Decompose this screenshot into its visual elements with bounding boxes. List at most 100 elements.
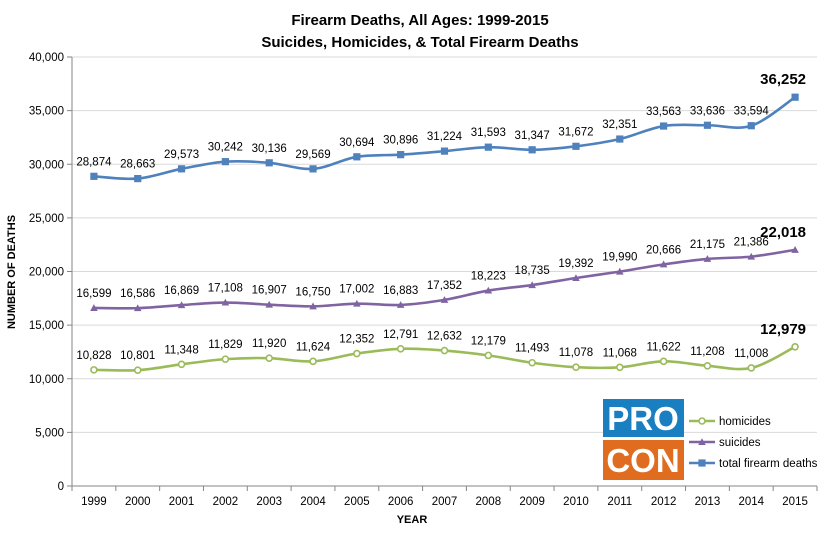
data-label-total-firearm-deaths: 32,351 bbox=[602, 119, 637, 131]
data-label-total-firearm-deaths: 31,224 bbox=[427, 131, 463, 143]
data-point-suicides bbox=[265, 300, 274, 308]
x-tick-label: 2007 bbox=[432, 496, 458, 508]
data-point-total-firearm-deaths bbox=[572, 142, 580, 150]
data-point-total-firearm-deaths bbox=[134, 174, 142, 183]
data-point-total-firearm-deaths bbox=[221, 158, 229, 166]
series-suicides bbox=[90, 246, 799, 312]
data-point-suicides bbox=[572, 274, 580, 282]
x-tick-label: 2012 bbox=[651, 496, 677, 508]
data-label-suicides: 21,386 bbox=[734, 237, 769, 249]
data-point-total-firearm-deaths bbox=[353, 153, 361, 161]
data-label-suicides: 16,599 bbox=[76, 288, 111, 300]
data-point-total-firearm-deaths bbox=[265, 159, 273, 167]
x-tick-label: 2015 bbox=[782, 496, 808, 508]
data-label-homicides: 12,179 bbox=[471, 335, 506, 347]
legend-marker-total-firearm-deaths bbox=[698, 459, 706, 467]
data-label-total-firearm-deaths: 31,672 bbox=[558, 126, 593, 138]
data-point-homicides bbox=[133, 366, 142, 374]
data-point-suicides bbox=[353, 299, 361, 307]
data-label-total-firearm-deaths: 28,874 bbox=[76, 156, 112, 168]
chart-title: Firearm Deaths, All Ages: 1999-2015 bbox=[291, 12, 548, 29]
data-point-homicides bbox=[265, 354, 274, 362]
data-point-homicides bbox=[90, 366, 98, 374]
data-label-homicides: 11,493 bbox=[515, 343, 549, 355]
data-label-homicides: 12,979 bbox=[760, 321, 806, 338]
y-tick-label: 10,000 bbox=[29, 374, 64, 386]
data-point-homicides bbox=[353, 349, 361, 358]
data-label-suicides: 20,666 bbox=[646, 244, 681, 256]
x-tick-label: 2004 bbox=[300, 496, 326, 508]
logo-bottom-box bbox=[603, 440, 684, 480]
data-label-homicides: 11,008 bbox=[734, 348, 768, 360]
data-label-homicides: 11,622 bbox=[646, 341, 680, 353]
data-label-suicides: 21,175 bbox=[690, 239, 725, 251]
data-point-homicides bbox=[484, 351, 493, 360]
data-label-homicides: 12,791 bbox=[383, 329, 418, 341]
y-tick-label: 5,000 bbox=[35, 427, 64, 439]
x-tick-label: 2003 bbox=[256, 496, 282, 508]
data-label-suicides: 19,392 bbox=[558, 258, 593, 270]
data-label-suicides: 16,883 bbox=[383, 285, 418, 297]
data-label-suicides: 22,018 bbox=[760, 224, 806, 241]
procon-logo: PRO CON bbox=[603, 399, 684, 480]
data-point-suicides bbox=[615, 267, 624, 275]
data-label-suicides: 18,735 bbox=[515, 265, 550, 277]
data-point-suicides bbox=[747, 252, 756, 260]
y-tick-label: 0 bbox=[58, 481, 64, 493]
x-tick-label: 2008 bbox=[476, 496, 502, 508]
data-labels: 10,828 10,801 11,348 11,829 11,920 11,624 12,3… bbox=[76, 71, 806, 362]
data-label-total-firearm-deaths: 33,636 bbox=[690, 105, 725, 117]
data-point-total-firearm-deaths bbox=[309, 165, 317, 173]
data-point-suicides bbox=[528, 281, 536, 289]
data-point-total-firearm-deaths bbox=[528, 146, 536, 154]
data-point-total-firearm-deaths bbox=[791, 93, 799, 101]
y-tick-label: 40,000 bbox=[29, 52, 64, 64]
data-point-suicides bbox=[659, 260, 668, 268]
data-point-total-firearm-deaths bbox=[397, 151, 405, 159]
logo-top-box bbox=[603, 399, 684, 437]
data-point-homicides bbox=[703, 361, 712, 370]
data-label-homicides: 11,920 bbox=[252, 338, 286, 350]
legend: homicides suicides total firearm deaths bbox=[689, 416, 818, 470]
data-label-homicides: 11,829 bbox=[208, 339, 242, 351]
data-point-total-firearm-deaths bbox=[616, 135, 624, 143]
data-point-homicides bbox=[615, 363, 624, 372]
data-label-suicides: 16,907 bbox=[252, 285, 287, 297]
data-label-total-firearm-deaths: 33,594 bbox=[734, 106, 770, 118]
data-label-suicides: 16,586 bbox=[120, 288, 155, 300]
y-tick-label: 15,000 bbox=[29, 320, 64, 332]
data-point-suicides bbox=[791, 246, 799, 253]
data-label-homicides: 11,208 bbox=[690, 346, 724, 358]
data-label-suicides: 17,002 bbox=[339, 284, 374, 296]
data-label-suicides: 18,223 bbox=[471, 271, 506, 283]
data-point-homicides bbox=[659, 357, 668, 366]
data-point-total-firearm-deaths bbox=[177, 165, 186, 173]
legend-entry-homicides: homicides bbox=[689, 416, 771, 428]
data-point-suicides bbox=[309, 302, 317, 310]
y-tick-label: 30,000 bbox=[29, 159, 64, 171]
data-point-suicides bbox=[177, 301, 186, 309]
data-point-homicides bbox=[177, 360, 186, 369]
series-lines bbox=[90, 93, 799, 374]
data-label-homicides: 11,348 bbox=[164, 344, 198, 356]
series-total-firearm-deaths bbox=[90, 93, 799, 183]
data-point-homicides bbox=[440, 346, 449, 355]
data-label-total-firearm-deaths: 31,347 bbox=[515, 130, 550, 142]
data-label-homicides: 11,068 bbox=[603, 347, 637, 359]
data-label-suicides: 16,869 bbox=[164, 285, 199, 297]
data-label-total-firearm-deaths: 30,136 bbox=[252, 143, 287, 155]
x-axis-title: YEAR bbox=[397, 514, 428, 526]
data-label-total-firearm-deaths: 36,252 bbox=[760, 71, 806, 88]
data-label-suicides: 17,108 bbox=[208, 283, 243, 295]
legend-label-suicides: suicides bbox=[719, 437, 761, 449]
chart-subtitle: Suicides, Homicides, & Total Firearm Dea… bbox=[261, 34, 578, 51]
legend-marker-homicides bbox=[698, 417, 706, 425]
data-label-suicides: 19,990 bbox=[602, 252, 637, 264]
data-point-homicides bbox=[309, 357, 317, 366]
data-point-suicides bbox=[133, 304, 142, 312]
data-label-homicides: 11,624 bbox=[296, 341, 331, 353]
legend-label-homicides: homicides bbox=[719, 416, 771, 428]
data-label-suicides: 17,352 bbox=[427, 280, 462, 292]
data-label-total-firearm-deaths: 33,563 bbox=[646, 106, 681, 118]
y-tick-label: 20,000 bbox=[29, 267, 64, 279]
